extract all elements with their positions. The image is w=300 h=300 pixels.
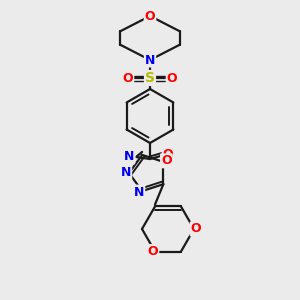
Text: O: O	[167, 71, 177, 85]
Text: N: N	[134, 186, 144, 199]
Text: N: N	[121, 167, 131, 179]
Text: S: S	[145, 71, 155, 85]
Text: O: O	[148, 245, 158, 258]
Text: O: O	[145, 10, 155, 22]
Text: O: O	[191, 223, 201, 236]
Text: O: O	[161, 154, 172, 167]
Text: O: O	[163, 148, 173, 161]
Text: N: N	[124, 151, 134, 164]
Text: N: N	[145, 53, 155, 67]
Text: H: H	[125, 152, 135, 162]
Text: O: O	[123, 71, 133, 85]
